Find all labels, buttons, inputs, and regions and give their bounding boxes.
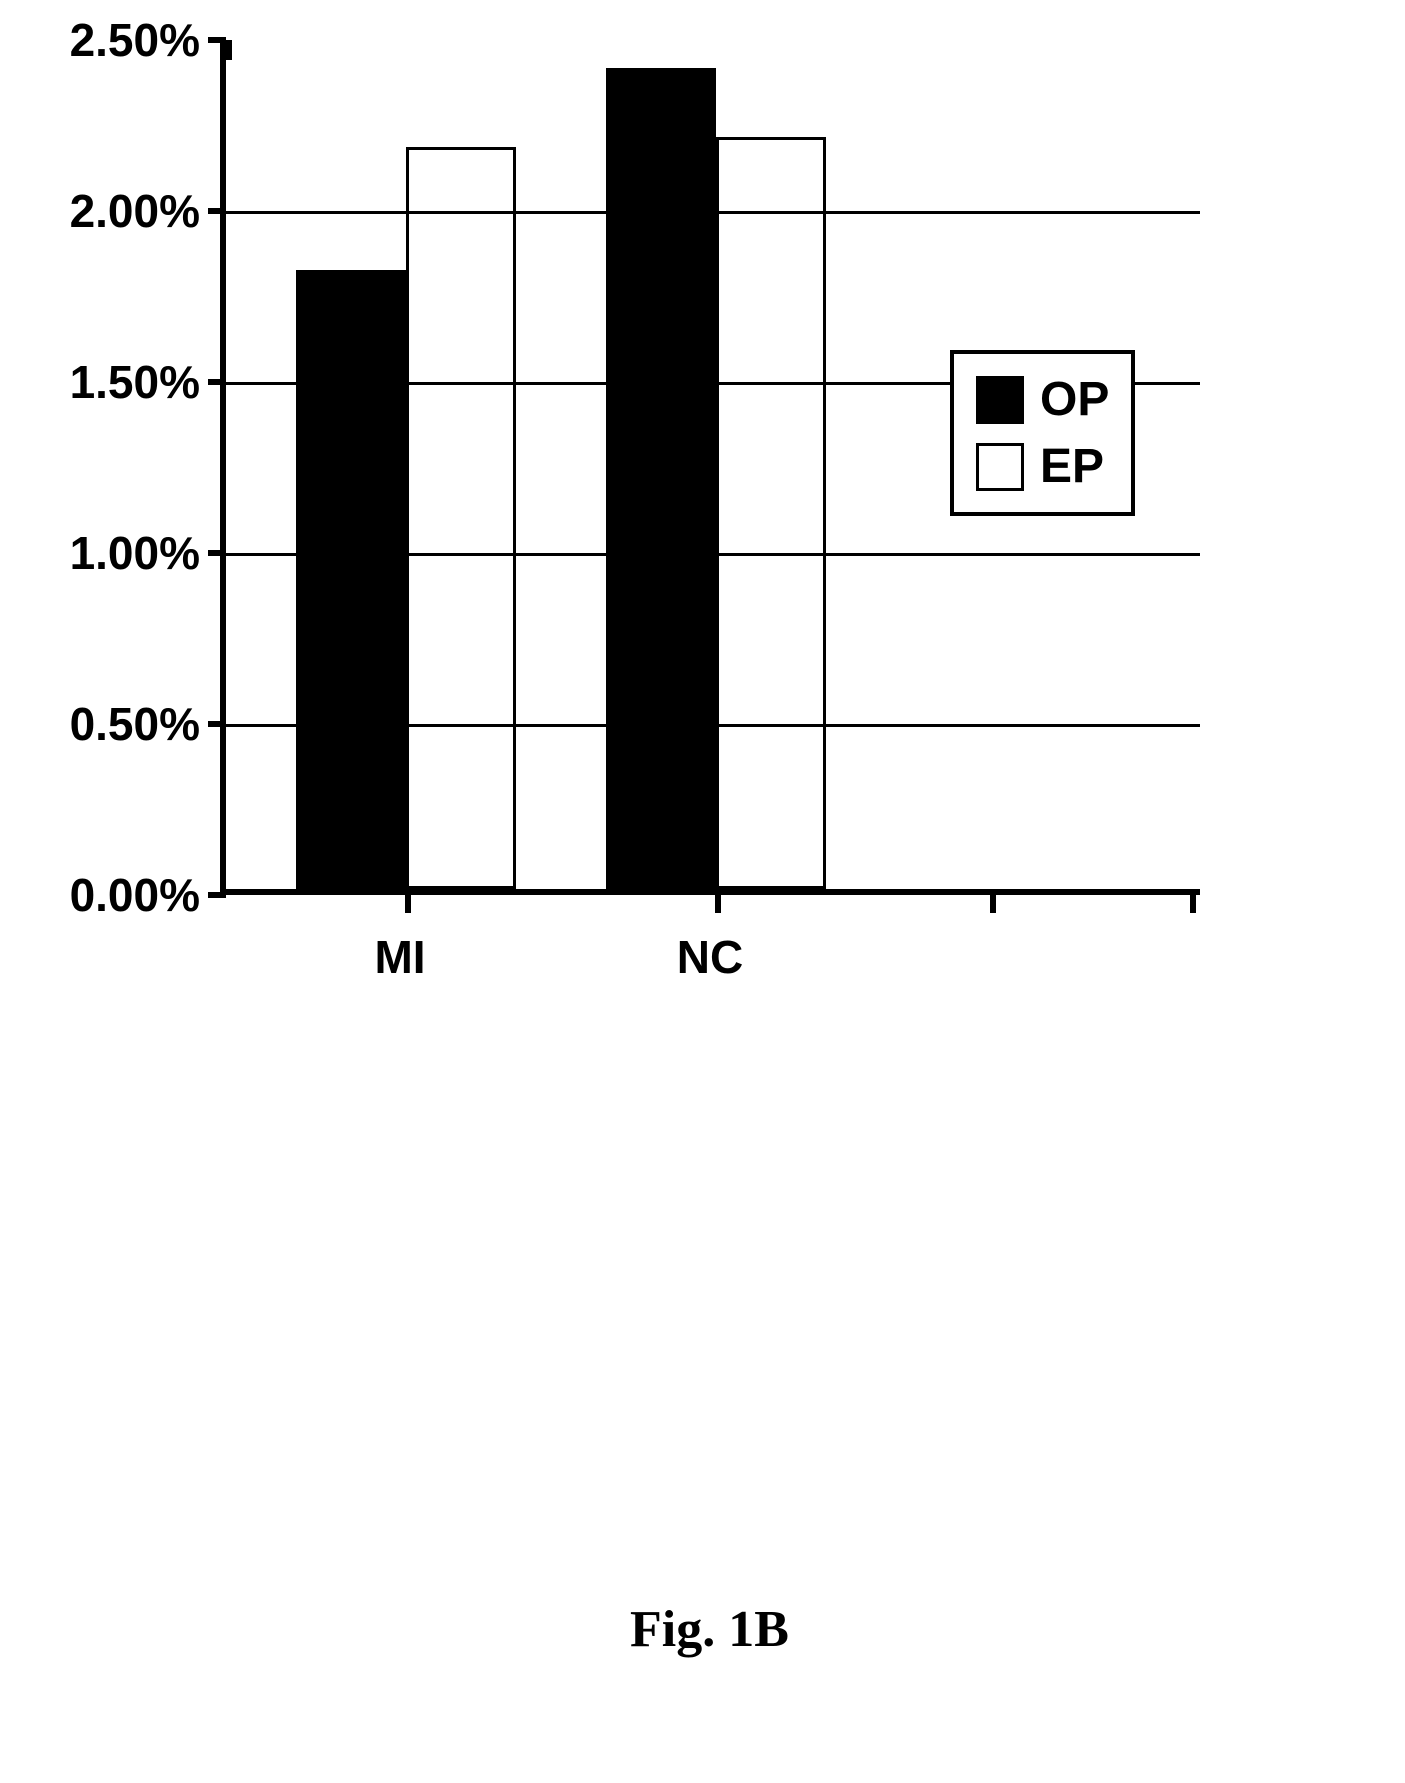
legend: OP EP	[950, 350, 1135, 516]
y-tick	[208, 208, 226, 214]
x-tick	[715, 895, 721, 913]
y-tick-label: 2.00%	[70, 184, 200, 238]
bar-ep-nc	[716, 137, 826, 889]
legend-label: EP	[1040, 439, 1104, 494]
gridline	[226, 211, 1200, 214]
gridline	[226, 553, 1200, 556]
y-tick	[208, 721, 226, 727]
y-tick	[208, 37, 226, 43]
y-tick-label: 1.00%	[70, 526, 200, 580]
figure-caption: Fig. 1B	[630, 1600, 789, 1659]
bar-chart: 0.00%0.50%1.00%1.50%2.00%2.50% MINC OPEP	[20, 30, 1220, 1020]
y-tick-label: 2.50%	[70, 13, 200, 67]
legend-swatch	[976, 443, 1024, 491]
x-tick	[1190, 895, 1196, 913]
x-axis: MINC	[220, 920, 1200, 980]
x-tick	[990, 895, 996, 913]
y-axis: 0.00%0.50%1.00%1.50%2.00%2.50%	[20, 30, 215, 890]
legend-swatch	[976, 376, 1024, 424]
gridline	[226, 724, 1200, 727]
bar-op-nc	[606, 68, 716, 889]
legend-item: OP	[976, 372, 1109, 427]
legend-item: EP	[976, 439, 1109, 494]
bar-ep-mi	[406, 147, 516, 889]
x-tick-label: NC	[677, 930, 743, 984]
y-tick-label: 0.50%	[70, 697, 200, 751]
y-tick-label: 0.00%	[70, 868, 200, 922]
y-tick	[208, 550, 226, 556]
y-tick	[208, 892, 226, 898]
y-tick-label: 1.50%	[70, 355, 200, 409]
x-tick	[405, 895, 411, 913]
axis-corner	[226, 40, 232, 60]
y-tick	[208, 379, 226, 385]
bar-op-mi	[296, 270, 406, 889]
x-tick-label: MI	[374, 930, 425, 984]
legend-label: OP	[1040, 372, 1109, 427]
